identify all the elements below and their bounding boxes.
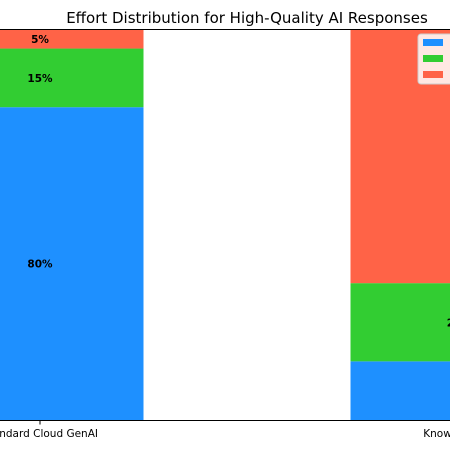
bars-layer [0,29,450,420]
bar-knowledge-segment-2 [351,283,450,361]
legend-swatch-2 [423,55,443,62]
x-tick-label-standard-cloud-genai: Standard Cloud GenAI [0,428,98,440]
bar-standard-cloud-genai-segment-2 [0,49,144,108]
chart-title: Effort Distribution for High-Quality AI … [66,9,428,27]
bar-knowledge-segment-1 [351,361,450,420]
data-label-standard-cloud-genai-segment-3: 5% [31,34,49,46]
legend-swatch-3 [423,71,443,78]
legend-swatch-1 [423,39,443,46]
x-tick-label-knowledge: Knowledge- [423,428,450,440]
bar-standard-cloud-genai-segment-3 [0,29,144,49]
data-label-standard-cloud-genai-segment-2: 15% [27,73,53,85]
data-label-standard-cloud-genai-segment-1: 80% [27,259,53,271]
legend [418,34,450,84]
bar-standard-cloud-genai-segment-1 [0,107,144,420]
